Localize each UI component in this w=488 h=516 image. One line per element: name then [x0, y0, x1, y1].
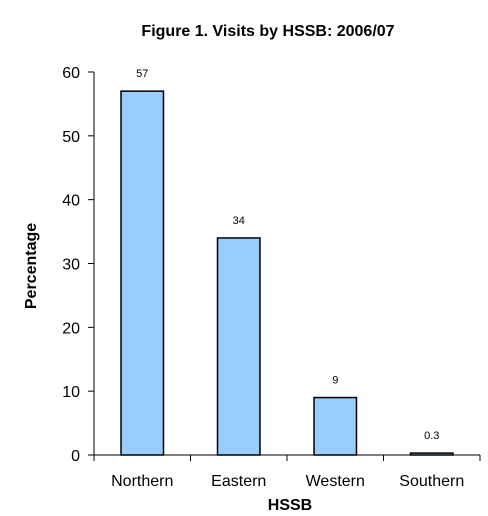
data-label: 0.3	[424, 430, 439, 442]
x-tick-label: Eastern	[211, 473, 266, 490]
y-tick-label: 20	[62, 320, 80, 337]
chart-title: Figure 1. Visits by HSSB: 2006/07	[141, 23, 394, 40]
plot-area: 0 10 20 30 40 50 60 57 Northern 34 Eastern 9 Western…	[62, 65, 480, 490]
bar	[218, 238, 260, 455]
y-tick-label: 40	[62, 193, 80, 210]
x-tick-label: Western	[306, 473, 365, 490]
y-tick-label: 10	[62, 384, 80, 401]
y-axis-label: Percentage	[23, 223, 40, 309]
y-tick-label: 30	[62, 257, 80, 274]
bar	[411, 453, 453, 455]
x-tick-label: Southern	[399, 473, 464, 490]
data-label: 9	[332, 375, 338, 387]
bar	[314, 398, 356, 455]
x-tick-label: Northern	[111, 473, 173, 490]
data-label: 57	[136, 68, 148, 80]
y-tick-label: 0	[71, 448, 80, 465]
bar	[121, 91, 163, 455]
y-tick-label: 50	[62, 129, 80, 146]
x-axis-label: HSSB	[268, 497, 312, 514]
y-tick-label: 60	[62, 65, 80, 82]
data-label: 34	[233, 215, 245, 227]
